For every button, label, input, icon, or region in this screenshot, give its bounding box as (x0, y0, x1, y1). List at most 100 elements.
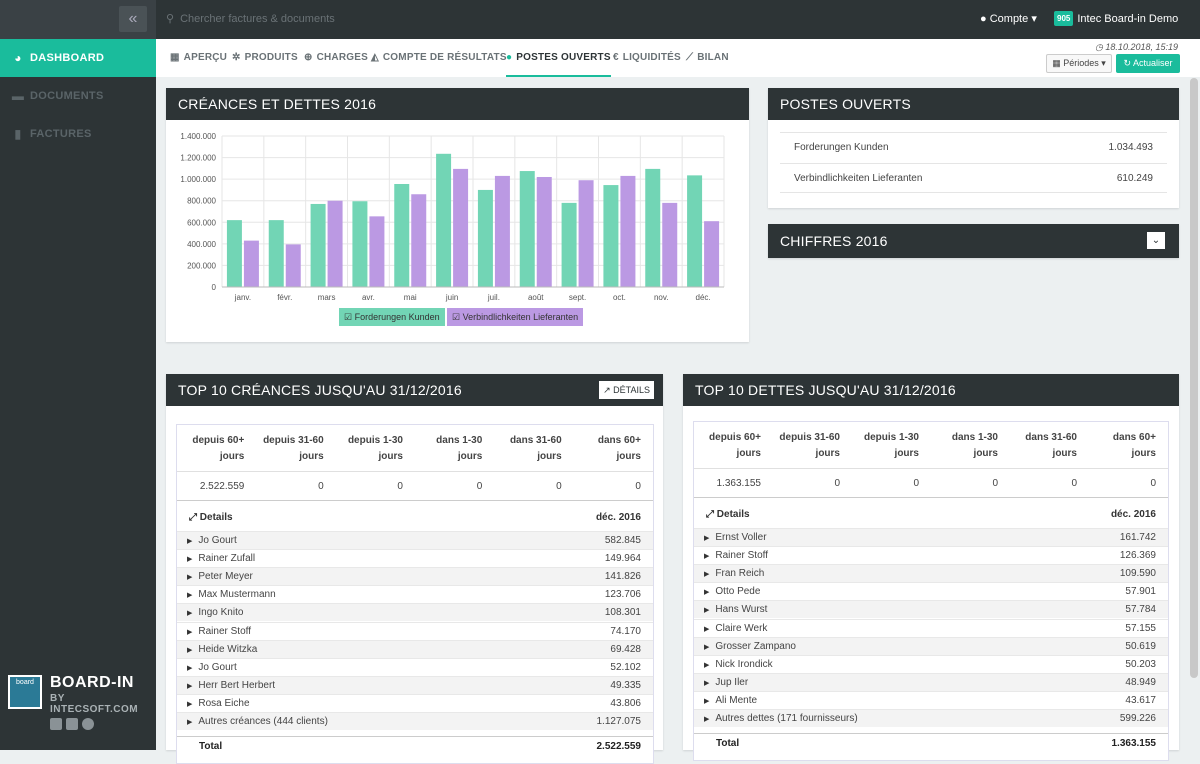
account-menu[interactable]: ● Compte ▾ (980, 13, 1037, 25)
x-tick-label: sept. (569, 293, 586, 302)
list-item[interactable]: ▶ Rainer Stoff 126.369 (694, 546, 1168, 564)
list-item-value: 123.706 (604, 589, 641, 601)
dettes-title: TOP 10 DETTES JUSQU'AU 31/12/2016 (683, 374, 1179, 406)
list-item-name: Jo Gourt (198, 661, 237, 673)
bar (519, 171, 535, 287)
list-item-name: Max Mustermann (198, 589, 276, 601)
list-item[interactable]: ▶ Jup Iler 48.949 (694, 672, 1168, 691)
creances-panel: TOP 10 CRÉANCES JUSQU'AU 31/12/2016 ↗ DÉT… (166, 374, 663, 764)
list-item-value: 161.742 (1119, 532, 1156, 543)
aging-values-row: 1.363.155 0 0 0 0 0 (694, 468, 1168, 498)
list-item[interactable]: ▶ Rosa Eiche 43.806 (177, 693, 653, 712)
list-item[interactable]: ▶ Ingo Knito 108.301 (177, 603, 653, 622)
sidebar-item-dashboard[interactable]: ◕ DASHBOARD (0, 39, 156, 77)
list-item-value: 52.102 (610, 661, 641, 673)
periodes-dropdown[interactable]: ▦ Périodes ▾ (1046, 54, 1112, 73)
list-item-name: Autres dettes (171 fournisseurs) (715, 713, 858, 724)
list-item-name: Claire Werk (715, 622, 768, 634)
tab-produits[interactable]: ✲ PRODUITS (232, 52, 298, 63)
organization-selector[interactable]: 905 Intec Board-in Demo (1054, 11, 1178, 26)
details-button[interactable]: ↗ DÉTAILS (599, 381, 654, 399)
list-item[interactable]: ▶ Peter Meyer 141.826 (177, 567, 653, 586)
total-row: Total 2.522.559 (177, 736, 653, 756)
chart-panel: CRÉANCES ET DETTES 2016 0 200.000 400.000 6… (166, 88, 749, 342)
scrollbar[interactable] (1190, 78, 1198, 678)
list-item[interactable]: ▶ Heide Witzka 69.428 (177, 639, 653, 658)
y-tick-label: 0 (212, 283, 217, 292)
sidebar-item-factures[interactable]: ▮ FACTURES (0, 115, 156, 153)
sidebar-header: « (0, 0, 156, 39)
caret-right-icon: ▶ (704, 697, 710, 705)
sidebar-item-documents[interactable]: ▬ DOCUMENTS (0, 77, 156, 115)
list-item-value: 50.203 (1125, 658, 1156, 670)
list-item[interactable]: ▶ Claire Werk 57.155 (694, 618, 1168, 637)
x-tick-label: nov. (654, 293, 669, 302)
list-item[interactable]: ▶ Otto Pede 57.901 (694, 582, 1168, 600)
file-icon: ▮ (14, 127, 22, 141)
bar (352, 201, 368, 287)
area-chart-icon: ◭ (371, 52, 379, 63)
x-tick-label: déc. (696, 293, 711, 302)
dettes-table: depuis 60+ jours depuis 31-60 jours depuis… (693, 421, 1169, 761)
list-item[interactable]: ▶ Hans Wurst 57.784 (694, 600, 1168, 619)
list-item-value: 50.619 (1125, 640, 1156, 652)
aging-header-cell: dans 60+ jours (597, 435, 641, 462)
expand-icon: ⤢ (706, 509, 714, 520)
bar (536, 176, 552, 287)
tab-charges[interactable]: ⊕ CHARGES (304, 52, 368, 63)
list-item[interactable]: ▶ Jo Gourt 52.102 (177, 657, 653, 676)
x-tick-label: oct. (613, 293, 626, 302)
list-item[interactable]: ▶ Autres créances (444 clients) 1.127.075 (177, 712, 653, 730)
search-input[interactable]: ⚲ Chercher factures & documents (166, 13, 335, 25)
tab-bilan[interactable]: ⟋ BILAN (686, 52, 729, 63)
list-item-name: Nick Irondick (715, 658, 773, 670)
list-item[interactable]: ▶ Autres dettes (171 fournisseurs) 599.226 (694, 709, 1168, 727)
aging-header-cell: dans 31-60 jours (509, 435, 562, 462)
list-item-value: 74.170 (610, 625, 641, 637)
creances-table: depuis 60+ jours depuis 31-60 jours depuis… (176, 424, 654, 764)
list-item[interactable]: ▶ Nick Irondick 50.203 (694, 654, 1168, 673)
x-tick-label: mars (318, 293, 336, 302)
globe-icon[interactable] (81, 718, 94, 730)
y-tick-label: 400.000 (187, 240, 216, 249)
tab-liquidites[interactable]: € LIQUIDITÉS (613, 52, 681, 63)
linkedin-icon[interactable] (65, 718, 78, 730)
tab-postes-ouverts[interactable]: ● POSTES OUVERTS (506, 39, 611, 77)
facebook-icon[interactable] (49, 718, 62, 730)
aging-value-cell: 0 (476, 481, 483, 492)
x-tick-label: août (528, 293, 544, 302)
list-item[interactable]: ▶ Ali Mente 43.617 (694, 690, 1168, 709)
list-item[interactable]: ▶ Jo Gourt 582.845 (177, 531, 653, 549)
bar (310, 203, 326, 287)
legend-item[interactable]: ☑ Forderungen Kunden (339, 308, 445, 326)
bar (394, 183, 410, 287)
tab-compte-de-resultats[interactable]: ◭ COMPTE DE RÉSULTATS (371, 52, 507, 63)
aging-header-cell: depuis 1-30 jours (347, 435, 403, 462)
x-tick-label: avr. (362, 293, 375, 302)
aging-value-cell: 0 (834, 478, 840, 489)
tab-bar: ▦ APERÇU ✲ PRODUITS ⊕ CHARGES ◭ COMPTE DE RÉ… (156, 39, 1200, 77)
chart-panel-title: CRÉANCES ET DETTES 2016 (166, 88, 749, 120)
collapse-sidebar-button[interactable]: « (119, 6, 147, 32)
list-item[interactable]: ▶ Ernst Voller 161.742 (694, 528, 1168, 546)
caret-right-icon: ▶ (704, 679, 710, 687)
bar (243, 240, 259, 287)
tab-apercu[interactable]: ▦ APERÇU (170, 52, 228, 63)
users-icon: ● (506, 52, 513, 63)
list-item[interactable]: ▶ Rainer Stoff 74.170 (177, 621, 653, 640)
list-item[interactable]: ▶ Grosser Zampano 50.619 (694, 636, 1168, 655)
caret-right-icon: ▶ (187, 556, 193, 564)
list-item-name: Rainer Stoff (198, 625, 252, 637)
list-item[interactable]: ▶ Rainer Zufall 149.964 (177, 549, 653, 567)
actualiser-button[interactable]: ↻ Actualiser (1116, 54, 1180, 73)
caret-right-icon: ▶ (704, 535, 710, 542)
creances-title: TOP 10 CRÉANCES JUSQU'AU 31/12/2016 ↗ DÉT… (166, 374, 663, 406)
list-item-name: Ernst Voller (715, 532, 767, 543)
legend-item[interactable]: ☑ Verbindlichkeiten Lieferanten (447, 308, 584, 326)
expand-button[interactable]: ⌄ (1147, 232, 1165, 249)
list-item[interactable]: ▶ Fran Reich 109.590 (694, 564, 1168, 583)
caret-right-icon: ▶ (704, 625, 710, 633)
list-item[interactable]: ▶ Herr Bert Herbert 49.335 (177, 675, 653, 694)
list-item[interactable]: ▶ Max Mustermann 123.706 (177, 585, 653, 603)
aging-header-cell: depuis 1-30 jours (863, 432, 919, 459)
